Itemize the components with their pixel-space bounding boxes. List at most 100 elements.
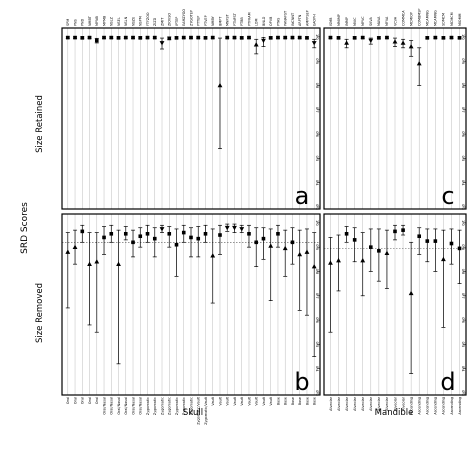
x-tick-label: MCMIOP bbox=[409, 12, 413, 26]
x-tick-label: NSZE bbox=[131, 17, 135, 26]
x-tick-label: Zygomatic bbox=[160, 397, 164, 415]
y-tick-label: 0.9 bbox=[461, 244, 465, 250]
data-point bbox=[261, 236, 266, 241]
data-point bbox=[268, 243, 274, 248]
x-tick-label: PTVEP bbox=[204, 15, 208, 26]
data-point bbox=[433, 35, 438, 40]
x-tick-label: Ascending bbox=[434, 397, 438, 415]
data-point bbox=[189, 35, 193, 40]
data-point bbox=[225, 35, 230, 40]
x-tick-label: MCAMNG bbox=[434, 10, 438, 26]
x-tick-label: LDM bbox=[255, 19, 259, 26]
data-point bbox=[344, 40, 349, 45]
y-tick-label: 1.0 bbox=[315, 220, 319, 226]
data-point bbox=[290, 240, 295, 245]
data-point bbox=[457, 246, 462, 251]
x-tick-label: Oral/Nasal bbox=[117, 397, 121, 415]
panel-frame bbox=[323, 27, 467, 210]
x-tick-label: Alveolar bbox=[361, 396, 365, 410]
y-tick-label: 0.4 bbox=[461, 180, 465, 186]
data-point bbox=[344, 231, 349, 236]
x-tick-label: Base bbox=[298, 397, 302, 405]
data-point bbox=[102, 35, 106, 40]
x-tick-label: Zygomatic/Vault bbox=[204, 396, 208, 424]
y-tick-label: 0.9 bbox=[315, 58, 319, 64]
data-point bbox=[261, 38, 266, 44]
row-label-retained: Size Retained bbox=[35, 95, 45, 153]
x-tick-label: Oral bbox=[81, 397, 85, 404]
x-tick-label: Vault bbox=[226, 396, 230, 405]
x-tick-label: MAVA bbox=[377, 16, 381, 26]
x-tick-label: Ascending bbox=[409, 397, 413, 415]
y-tick-label: 0.6 bbox=[461, 317, 465, 323]
data-point bbox=[254, 240, 259, 245]
data-point bbox=[417, 234, 422, 239]
data-point bbox=[131, 240, 135, 245]
x-tick-label: ZMIT bbox=[160, 17, 164, 26]
y-tick-label: 0.5 bbox=[315, 156, 319, 162]
x-tick-label: SKVA bbox=[369, 17, 373, 26]
x-tick-label: SDMCM bbox=[442, 13, 446, 26]
x-tick-label: Base bbox=[291, 397, 295, 405]
data-point bbox=[116, 36, 121, 40]
x-tick-label: Vault bbox=[211, 396, 215, 405]
x-tick-label: Base bbox=[313, 397, 317, 405]
data-point bbox=[152, 236, 157, 241]
x-tick-label: Alveolar bbox=[393, 396, 397, 410]
y-tick-label: 0.7 bbox=[315, 293, 319, 299]
data-point bbox=[138, 36, 143, 40]
data-point bbox=[65, 35, 70, 40]
x-tick-label: Vault bbox=[233, 396, 237, 405]
data-point bbox=[297, 251, 303, 257]
x-tick-label: MMIMP bbox=[337, 14, 341, 26]
data-point bbox=[401, 228, 405, 232]
x-tick-label: Oral/Nasal bbox=[131, 397, 135, 415]
data-point bbox=[232, 225, 237, 231]
x-tick-label: COMBMSP bbox=[418, 9, 422, 26]
data-point bbox=[203, 231, 208, 236]
x-tick-label: Zygomatic bbox=[168, 397, 172, 415]
data-point bbox=[203, 36, 208, 40]
y-tick-label: 0.8 bbox=[315, 269, 319, 275]
data-point bbox=[123, 231, 128, 236]
data-point bbox=[138, 234, 143, 239]
y-tick-label: 0.7 bbox=[461, 107, 465, 113]
panel-letter: d bbox=[440, 368, 455, 396]
data-point bbox=[368, 245, 373, 249]
x-tick-label: IMMP bbox=[345, 17, 349, 26]
y-tick-label: 1.0 bbox=[461, 34, 465, 40]
data-point bbox=[408, 290, 414, 296]
data-point bbox=[196, 35, 201, 40]
data-point bbox=[247, 35, 251, 40]
data-point bbox=[145, 35, 150, 40]
data-point bbox=[352, 36, 357, 40]
x-tick-label: Oral/Nasal bbox=[139, 397, 143, 415]
y-tick-label: 0.4 bbox=[461, 366, 465, 372]
data-point bbox=[65, 249, 71, 254]
panel-frame bbox=[61, 213, 321, 396]
x-tick-label: ZYGOTEP bbox=[189, 10, 193, 26]
data-point bbox=[94, 259, 100, 264]
x-tick-label: Vault bbox=[247, 396, 251, 405]
data-point bbox=[167, 231, 172, 236]
y-tick-label: 0.4 bbox=[315, 180, 319, 186]
x-tick-label: Zygomatic/Vault bbox=[197, 396, 201, 424]
x-tick-label: Oral/Nasal bbox=[124, 397, 128, 415]
x-tick-label: Alveolar bbox=[337, 396, 341, 410]
data-point bbox=[247, 231, 251, 236]
data-point bbox=[425, 239, 430, 243]
data-point bbox=[94, 38, 99, 43]
x-tick-label: PTFRAM bbox=[247, 12, 251, 26]
data-point bbox=[449, 35, 454, 40]
data-point bbox=[109, 231, 114, 236]
panel-d: 0.3 0.4 0.5 0.6 0.7 0.8 0.9 1.0 Alveolar Alveolar… bbox=[323, 213, 467, 415]
x-tick-label: Oral/Nasal bbox=[102, 397, 106, 415]
data-point bbox=[433, 239, 438, 243]
y-tick-label: 0.7 bbox=[461, 293, 465, 299]
x-tick-label: EAMZYGO bbox=[182, 9, 186, 26]
data-point bbox=[232, 35, 237, 40]
y-tick-label: 0.4 bbox=[315, 366, 319, 372]
data-point bbox=[87, 35, 92, 40]
data-point bbox=[457, 36, 462, 40]
data-point bbox=[218, 233, 222, 237]
